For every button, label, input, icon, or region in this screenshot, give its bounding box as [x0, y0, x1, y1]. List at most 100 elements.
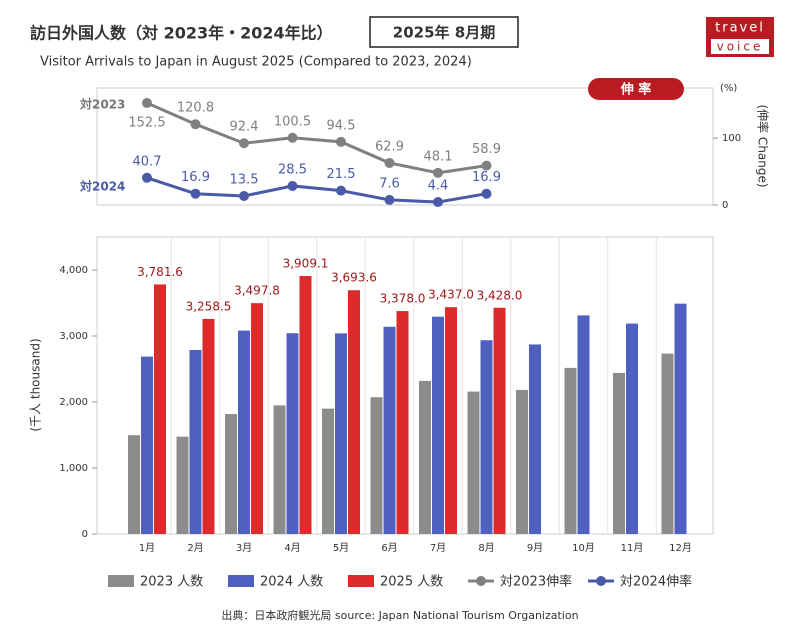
top-frame	[96, 87, 714, 206]
legend-label: 対2024伸率	[620, 574, 692, 590]
bar	[467, 391, 480, 534]
legend-swatch	[596, 576, 606, 586]
data-label: 100.5	[274, 114, 311, 129]
bar	[202, 318, 215, 534]
bar	[335, 333, 347, 534]
x-tick-label: 4月	[284, 542, 300, 554]
y-label: (千人 thousand)	[29, 338, 43, 431]
badge: 2025年 8月期	[393, 24, 495, 42]
y-tick-label: 4,000	[59, 265, 88, 276]
data-label: 3,437.0	[428, 288, 474, 302]
legend-label: 対2023伸率	[500, 574, 572, 590]
x-tick-label: 6月	[381, 542, 397, 554]
y2-tick-label: 100	[722, 133, 741, 144]
bar	[529, 344, 541, 534]
point	[336, 136, 346, 147]
x-tick-label: 3月	[236, 542, 252, 554]
legend-label: 2023 人数	[140, 575, 203, 590]
bar	[128, 435, 140, 534]
legend-swatch	[476, 576, 486, 586]
subtitle: Visitor Arrivals to Japan in August 2025…	[40, 55, 472, 70]
bar	[141, 356, 153, 534]
bar	[445, 307, 457, 534]
bar	[238, 330, 250, 534]
logo-line: voice	[717, 40, 764, 54]
bar	[299, 275, 312, 534]
data-label: 92.4	[230, 120, 259, 135]
legend-swatch	[348, 575, 374, 587]
legend-label: 2024 人数	[260, 575, 323, 590]
data-label: 94.5	[327, 118, 356, 133]
point	[384, 157, 395, 168]
legend-swatch	[108, 575, 134, 587]
x-tick-label: 8月	[478, 542, 494, 554]
bar	[370, 397, 383, 534]
bar	[383, 326, 396, 534]
bar	[480, 340, 493, 534]
data-label: 48.1	[424, 149, 453, 164]
y-tick-label: 1,000	[59, 463, 88, 474]
data-label: 120.8	[177, 101, 214, 116]
title: 訪日外国人数（対 2023年・2024年比）	[30, 24, 333, 43]
y2-tick-label: 0	[722, 200, 728, 211]
logo-line: travel	[715, 21, 765, 36]
bar	[348, 290, 360, 534]
bar	[286, 333, 299, 534]
x-tick-label: 1月	[139, 542, 155, 554]
bar	[516, 389, 528, 534]
legend-swatch	[228, 575, 254, 587]
bar	[225, 414, 237, 534]
point	[433, 197, 443, 208]
x-tick-label: 5月	[333, 542, 349, 554]
unit: (%)	[720, 83, 737, 94]
point	[142, 172, 152, 183]
x-tick-label: 10月	[572, 542, 595, 554]
data-label: 16.9	[472, 170, 501, 185]
legend-label: 2025 人数	[380, 575, 443, 590]
bar	[564, 367, 577, 534]
x-tick-label: 2月	[187, 542, 203, 554]
bar	[577, 315, 590, 534]
logo-inner	[711, 39, 769, 54]
point	[384, 194, 395, 205]
x-tick-label: 11月	[621, 542, 644, 554]
point	[190, 119, 201, 130]
y-tick-label: 2,000	[59, 397, 88, 408]
x-tick-label: 9月	[527, 542, 543, 554]
badge-box	[369, 16, 519, 48]
data-label: 3,428.0	[477, 288, 523, 302]
point	[142, 98, 152, 109]
data-label: 16.9	[181, 170, 210, 185]
data-label: 40.7	[133, 154, 162, 169]
bar	[661, 353, 674, 534]
x-tick-label: 7月	[430, 542, 446, 554]
data-label: 3,693.6	[331, 271, 377, 285]
data-label: 13.5	[230, 172, 259, 187]
point	[481, 188, 492, 199]
data-label: 3,497.8	[234, 284, 280, 298]
line	[146, 101, 487, 175]
series-annotation: 対2024	[79, 179, 125, 194]
data-label: 62.9	[375, 139, 404, 154]
bar	[396, 311, 409, 534]
data-label: 152.5	[128, 116, 165, 131]
y-tick-label: 3,000	[59, 331, 88, 342]
point	[287, 180, 298, 191]
rate-label: 伸 率	[620, 82, 652, 98]
point	[287, 132, 298, 143]
bar	[493, 307, 506, 534]
data-label: 21.5	[327, 167, 356, 182]
bar	[154, 284, 166, 534]
data-label: 3,378.0	[380, 292, 426, 306]
point	[433, 167, 443, 178]
y-tick-label: 0	[82, 529, 88, 540]
point	[239, 138, 249, 149]
bar	[613, 372, 625, 534]
bar	[626, 323, 638, 534]
data-label: 4.4	[428, 179, 449, 194]
point	[190, 188, 201, 199]
bar	[419, 380, 431, 534]
line	[146, 176, 487, 204]
bar	[176, 436, 189, 534]
